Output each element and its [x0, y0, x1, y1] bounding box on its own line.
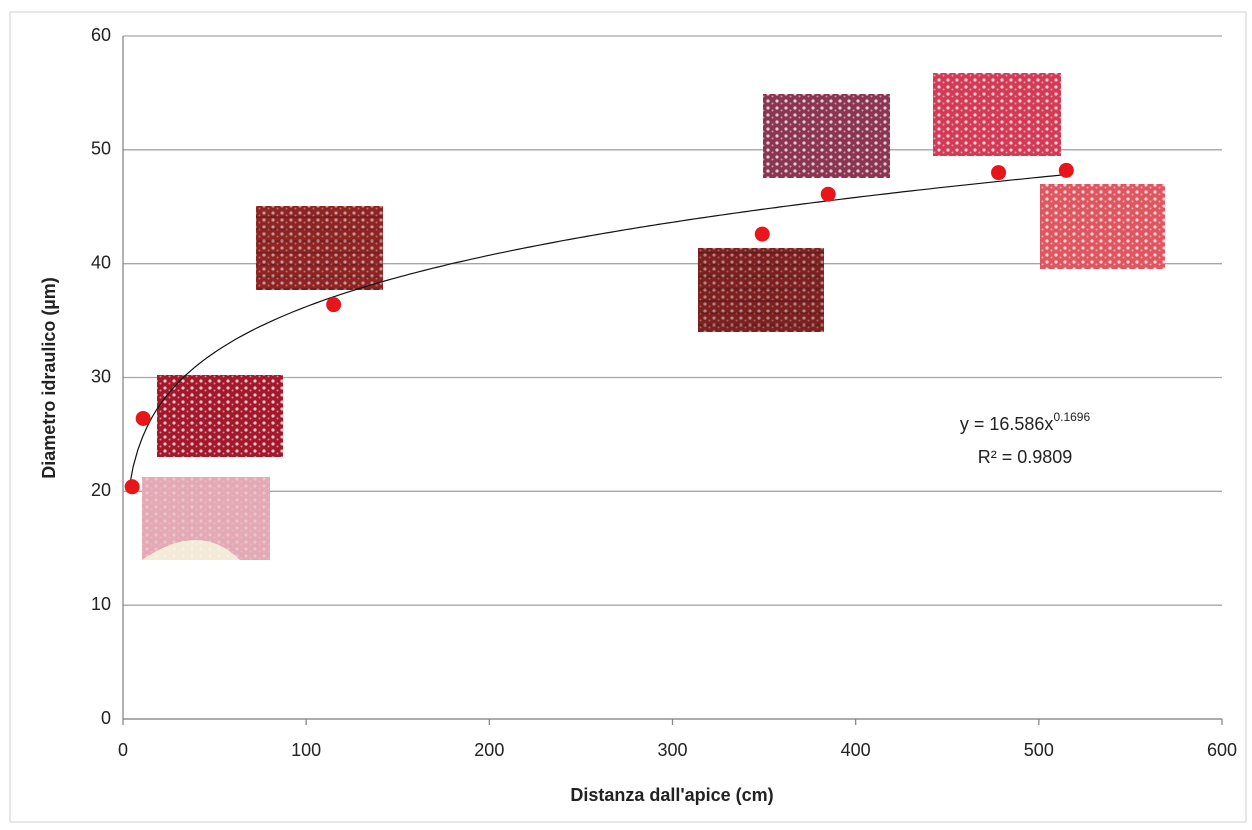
x-tick-label: 100 — [291, 740, 321, 760]
point — [326, 297, 342, 313]
thumbnail-texture — [763, 94, 890, 178]
y-tick-label: 60 — [91, 25, 111, 45]
point — [135, 410, 151, 426]
x-tick-label: 500 — [1024, 740, 1054, 760]
point — [124, 479, 140, 495]
trendline-equation: y = 16.586x0.1696 — [960, 410, 1091, 434]
x-tick-label: 200 — [474, 740, 504, 760]
x-axis-label: Distanza dall'apice (cm) — [570, 785, 773, 805]
y-tick-label: 20 — [91, 480, 111, 500]
thumbnail-texture — [1040, 184, 1165, 269]
trendline — [127, 174, 1067, 492]
x-tick-label: 0 — [118, 740, 128, 760]
y-tick-label: 0 — [101, 708, 111, 728]
y-tick-label: 50 — [91, 139, 111, 159]
thumbnail-texture — [142, 477, 270, 560]
point — [991, 165, 1007, 181]
frame — [9, 11, 1247, 823]
y-axis-label: Diametro idraulico (µm) — [39, 277, 59, 478]
x-tick-label: 400 — [841, 740, 871, 760]
thumbnails — [142, 73, 1165, 560]
x-tick-label: 300 — [657, 740, 687, 760]
thumbnail-texture — [256, 206, 383, 290]
y-tick-label: 30 — [91, 366, 111, 386]
r-squared: R² = 0.9809 — [978, 447, 1073, 467]
point — [754, 226, 770, 242]
point — [1058, 162, 1074, 178]
y-tick-label: 10 — [91, 594, 111, 614]
point — [820, 186, 836, 202]
thumbnail-texture — [933, 73, 1061, 156]
equation: y = 16.586x — [960, 414, 1054, 434]
equation-exponent: 0.1696 — [1053, 410, 1090, 424]
thumbnail-texture — [157, 375, 283, 457]
x-tick-label: 600 — [1207, 740, 1237, 760]
y-tick-label: 40 — [91, 252, 111, 272]
thumbnail-texture — [698, 248, 824, 332]
